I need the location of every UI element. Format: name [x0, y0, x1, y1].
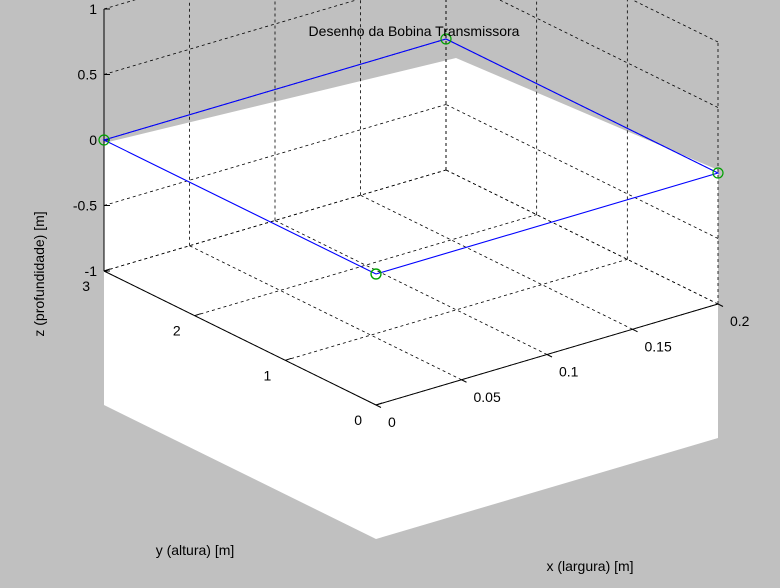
x-tick-label: 0.1	[559, 364, 579, 380]
y-tick-label: 1	[264, 367, 272, 383]
grid-line-side-z	[498, 0, 719, 108]
z-tick-label: 0	[89, 132, 97, 148]
coil-marker	[440, 33, 452, 45]
y-tick-label: 0	[354, 412, 362, 428]
y-tick-label: 3	[82, 278, 90, 294]
x-tick-mark	[461, 379, 467, 383]
chart-title: Desenho da Bobina Transmissora	[309, 23, 520, 39]
grid-line-side-z	[631, 0, 719, 43]
y-tick-mark	[285, 357, 292, 361]
x-axis-label: x (largura) [m]	[546, 558, 633, 574]
x-tick-mark	[546, 354, 553, 358]
coil-series	[98, 33, 724, 280]
x-tick-mark	[632, 328, 638, 333]
coil-marker	[98, 134, 110, 146]
x-tick-mark	[717, 303, 724, 307]
z-tick-label: -0.5	[73, 198, 97, 214]
x-tick-mark	[375, 404, 382, 408]
tick-labels: 0 0.05 0.1 0.15 0.2 0 1 2 3-1 -0.5 0 0.5 1	[73, 1, 750, 430]
grid-line-side-z	[445, 169, 719, 305]
x-tick-label: 0.15	[645, 338, 672, 354]
grid-line-floor-x	[360, 194, 633, 330]
axes-background	[104, 58, 718, 539]
coil-marker	[712, 167, 724, 179]
z-tick-label: 1	[89, 1, 97, 17]
z-tick-label: -1	[85, 263, 98, 279]
y-axis-line	[103, 270, 377, 406]
y-axis-label: y (altura) [m]	[156, 542, 235, 558]
x-tick-label: 0	[388, 414, 396, 430]
y-tick-mark	[194, 313, 201, 317]
z-tick-label: 0.5	[78, 67, 98, 83]
x-tick-label: 0.2	[730, 313, 750, 329]
y-tick-label: 2	[173, 323, 181, 339]
grid-line-floor-x	[274, 220, 548, 355]
grid-line-side-z	[445, 104, 719, 239]
coil-marker	[370, 268, 382, 280]
x-tick-label: 0.05	[474, 389, 501, 405]
coil-line	[102, 38, 720, 275]
y-tick-mark	[375, 402, 383, 406]
z-axis-label: z (profundidade) [m]	[31, 211, 47, 336]
grid-line-floor-x	[189, 245, 462, 381]
tick-marks	[103, 8, 724, 408]
